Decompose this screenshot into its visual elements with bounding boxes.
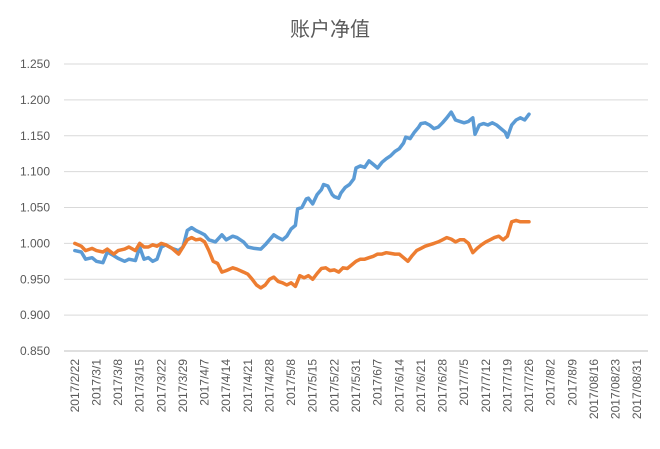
x-tick-label: 2017/5/8 — [284, 359, 298, 406]
y-tick-label: 1.250 — [20, 57, 50, 71]
x-tick-label: 2017/4/14 — [219, 359, 233, 413]
x-tick-label: 2017/6/21 — [414, 359, 428, 413]
x-tick-label: 2017/6/28 — [436, 359, 450, 413]
x-tick-label: 2017/5/15 — [306, 359, 320, 413]
x-tick-label: 2017/7/19 — [500, 359, 514, 413]
x-tick-label: 2017/08/16 — [587, 359, 601, 419]
x-tick-label: 2017/8/9 — [565, 359, 579, 406]
x-tick-label: 2017/08/31 — [630, 359, 644, 419]
x-tick-label: 2017/3/8 — [111, 359, 125, 406]
x-tick-label: 2017/5/31 — [349, 359, 363, 413]
x-tick-label: 2017/3/22 — [154, 359, 168, 413]
x-tick-label: 2017/7/12 — [479, 359, 493, 413]
y-axis-ticks: 0.850 0.900 0.950 1.000 1.050 1.100 1.150 1.200… — [20, 57, 50, 358]
y-tick-label: 1.150 — [20, 129, 50, 143]
x-tick-label: 2017/8/2 — [544, 359, 558, 406]
y-tick-label: 1.050 — [20, 201, 50, 215]
series-lines — [73, 110, 531, 290]
x-tick-label: 2017/3/29 — [176, 359, 190, 413]
x-tick-label: 2017/4/7 — [198, 359, 212, 406]
x-tick-label: 2017/3/15 — [133, 359, 147, 413]
y-tick-label: 0.950 — [20, 272, 50, 286]
x-tick-label: 2017/3/1 — [89, 359, 103, 406]
series-line-1 — [73, 110, 531, 265]
y-tick-label: 1.100 — [20, 165, 50, 179]
y-tick-label: 0.900 — [20, 308, 50, 322]
x-tick-label: 2017/4/21 — [241, 359, 255, 413]
x-tick-label: 2017/5/22 — [327, 359, 341, 413]
x-tick-label: 2017/08/23 — [609, 359, 623, 419]
x-axis-ticks: 2017/2/22 2017/3/1 2017/3/8 2017/3/15 2017/3… — [68, 359, 644, 419]
x-tick-label: 2017/7/26 — [522, 359, 536, 413]
gridlines — [64, 63, 648, 316]
chart-title: 账户净值 — [290, 17, 370, 41]
series-line-2 — [73, 218, 531, 290]
x-tick-label: 2017/6/14 — [392, 359, 406, 413]
x-tick-label: 2017/6/7 — [371, 359, 385, 406]
x-tick-label: 2017/4/28 — [262, 359, 276, 413]
y-tick-label: 1.000 — [20, 236, 50, 250]
y-tick-label: 0.850 — [20, 344, 50, 358]
x-tick-label: 2017/2/22 — [68, 359, 82, 413]
y-tick-label: 1.200 — [20, 93, 50, 107]
x-tick-label: 2017/7/5 — [457, 359, 471, 406]
